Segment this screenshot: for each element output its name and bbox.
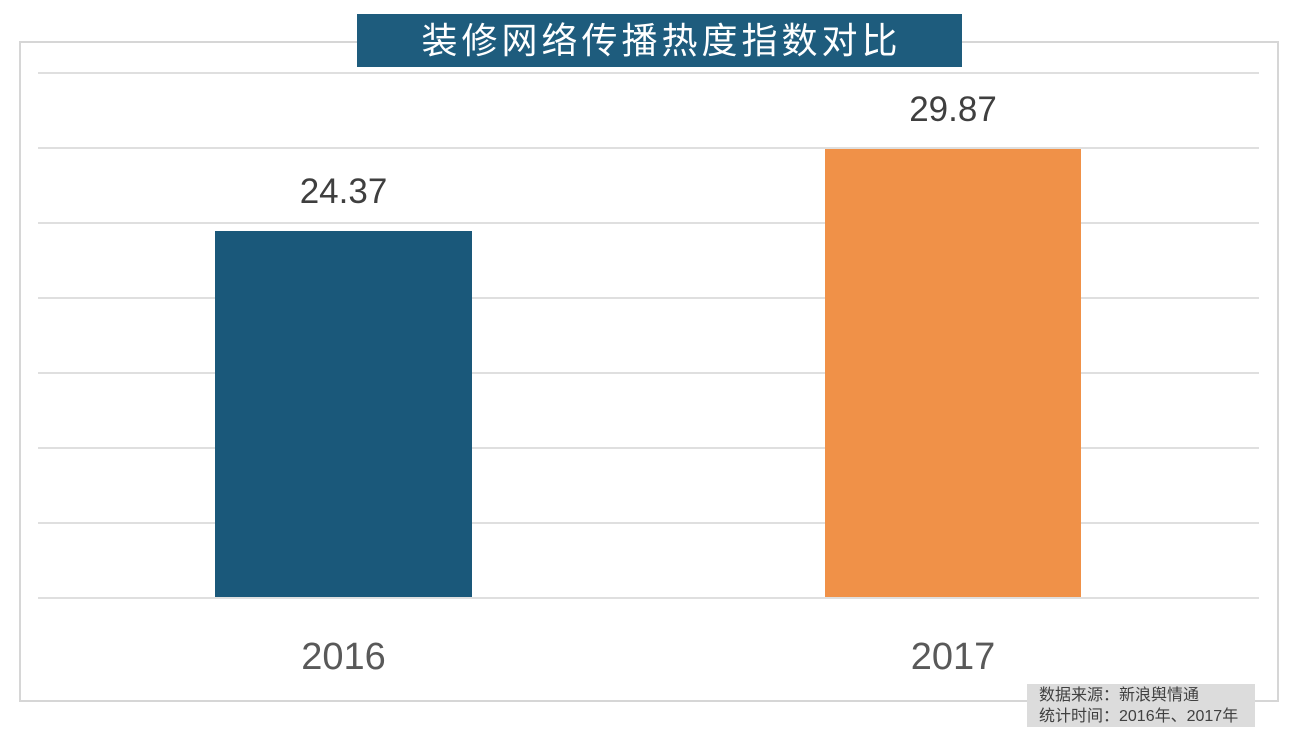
bar-group-2017: 29.87 2017	[825, 73, 1081, 676]
bar-2017	[825, 148, 1081, 597]
x-axis-label-2017: 2017	[910, 636, 996, 678]
gridline	[38, 72, 1259, 74]
source-line-2: 统计时间：2016年、2017年	[1039, 708, 1239, 725]
gridline	[38, 522, 1259, 524]
gridline	[38, 372, 1259, 374]
source-note: 数据来源：新浪舆情通 统计时间：2016年、2017年	[1027, 684, 1255, 727]
gridline	[38, 297, 1259, 299]
value-label-2017: 29.87	[909, 89, 997, 129]
gridline	[38, 147, 1259, 149]
chart-title: 装修网络传播热度指数对比	[421, 19, 902, 61]
plot-area: 24.37 2016 29.87 2017	[38, 72, 1259, 676]
value-label-2016: 24.37	[299, 172, 388, 212]
bar-2016	[215, 231, 472, 597]
chart-title-box: 装修网络传播热度指数对比	[357, 14, 962, 67]
gridline	[38, 597, 1259, 599]
x-axis-label-2016: 2016	[301, 636, 386, 678]
gridline	[38, 447, 1259, 449]
bar-group-2016: 24.37 2016	[215, 73, 472, 676]
gridline	[38, 222, 1259, 224]
source-line-1: 数据来源：新浪舆情通	[1039, 687, 1200, 704]
